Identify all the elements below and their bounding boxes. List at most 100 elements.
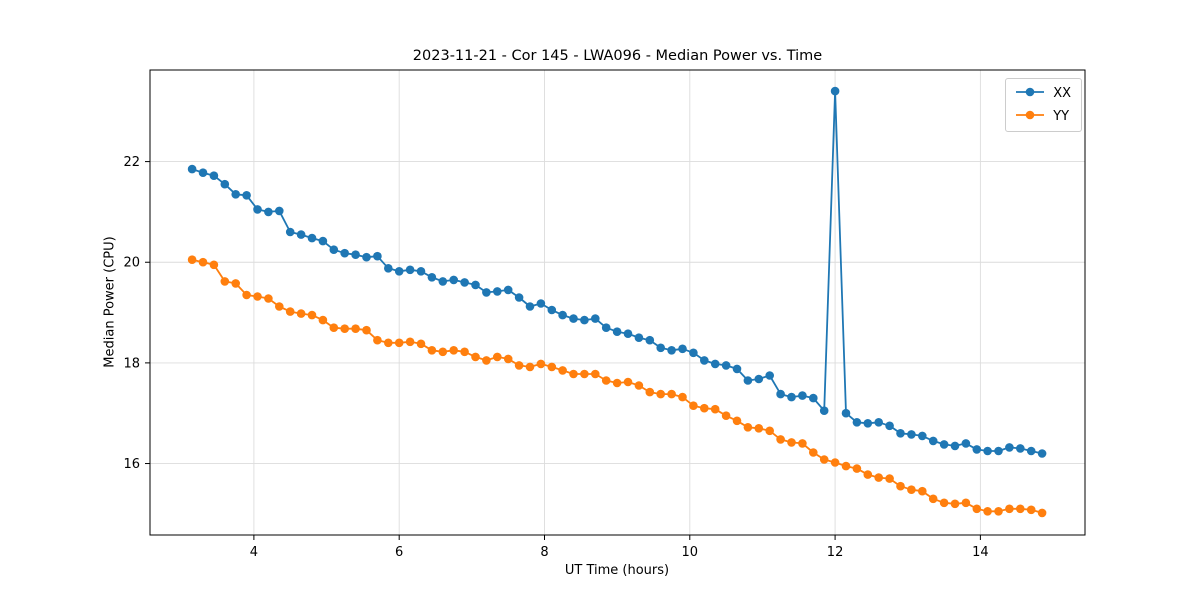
legend-label-yy: YY	[1053, 109, 1070, 124]
marker-xx	[809, 393, 818, 403]
marker-yy	[514, 361, 524, 370]
marker-yy	[253, 292, 262, 301]
marker-xx	[765, 371, 774, 380]
y-tick-label: 18	[123, 356, 140, 371]
marker-yy	[1026, 505, 1036, 515]
marker-xx	[667, 346, 676, 355]
y-tick-label: 16	[123, 457, 140, 472]
marker-yy	[601, 376, 611, 385]
marker-yy	[863, 470, 873, 479]
marker-yy	[896, 481, 905, 491]
marker-yy	[525, 362, 535, 372]
marker-yy	[427, 346, 437, 355]
marker-xx	[689, 348, 698, 358]
x-tick-label: 10	[682, 545, 699, 560]
marker-xx	[841, 408, 851, 418]
marker-xx	[362, 252, 371, 262]
marker-xx	[405, 265, 415, 275]
axes-frame	[149, 69, 1086, 536]
marker-yy	[351, 324, 360, 334]
legend-entry-xx: XX	[1014, 84, 1071, 103]
marker-yy	[961, 498, 971, 508]
marker-yy	[798, 439, 807, 448]
marker-yy	[841, 461, 851, 471]
marker-yy	[612, 378, 622, 388]
marker-xx	[656, 343, 665, 353]
marker-yy	[569, 369, 578, 379]
marker-yy	[645, 387, 655, 397]
marker-xx	[907, 430, 916, 439]
marker-yy	[591, 369, 600, 379]
marker-xx	[329, 245, 339, 254]
marker-xx	[612, 327, 622, 337]
x-tick-label: 4	[250, 545, 258, 560]
marker-yy	[732, 416, 742, 426]
marker-yy	[787, 438, 796, 447]
marker-xx	[493, 287, 502, 296]
marker-yy	[776, 435, 785, 444]
marker-xx	[994, 446, 1003, 456]
marker-yy	[362, 325, 371, 335]
marker-xx	[787, 392, 796, 402]
marker-yy	[667, 389, 676, 399]
marker-yy	[1037, 508, 1047, 518]
marker-yy	[972, 504, 982, 514]
marker-yy	[710, 404, 720, 414]
marker-xx	[275, 206, 284, 216]
marker-xx	[1016, 444, 1025, 453]
marker-xx	[1026, 446, 1036, 456]
marker-yy	[416, 339, 426, 349]
marker-yy	[220, 277, 230, 286]
marker-yy	[405, 337, 415, 347]
marker-xx	[427, 273, 437, 282]
y-axis-label: Median Power (CPU)	[102, 236, 118, 368]
marker-xx	[209, 171, 219, 180]
marker-xx	[384, 264, 393, 273]
marker-yy	[983, 507, 992, 516]
marker-xx	[1037, 449, 1047, 458]
marker-yy	[296, 309, 306, 318]
marker-yy	[558, 366, 567, 375]
marker-yy	[721, 411, 731, 421]
marker-xx	[307, 233, 317, 243]
marker-yy	[874, 473, 883, 482]
marker-yy	[765, 426, 774, 436]
legend-line-marker-yy	[1014, 107, 1046, 126]
x-tick-label: 12	[827, 545, 844, 560]
marker-yy	[852, 464, 862, 473]
marker-yy	[318, 315, 328, 325]
x-tick-label: 14	[972, 545, 989, 560]
marker-yy	[754, 424, 764, 433]
marker-xx	[591, 314, 600, 323]
marker-yy	[580, 369, 589, 379]
marker-xx	[373, 251, 382, 261]
marker-xx	[754, 374, 764, 384]
marker-xx	[623, 329, 633, 339]
marker-xx	[471, 280, 480, 290]
marker-yy	[438, 347, 448, 357]
x-tick-label: 8	[540, 545, 548, 560]
marker-yy	[885, 474, 894, 483]
legend-label-xx: XX	[1053, 86, 1071, 101]
marker-xx	[318, 236, 328, 246]
marker-xx	[187, 164, 197, 174]
marker-yy	[482, 356, 491, 365]
marker-yy	[1005, 504, 1014, 514]
marker-yy	[656, 389, 665, 399]
chart-title: 2023-11-21 - Cor 145 - LWA096 - Median P…	[412, 48, 823, 64]
marker-xx	[503, 285, 513, 295]
marker-xx	[253, 205, 262, 214]
marker-yy	[907, 485, 916, 495]
marker-yy	[689, 401, 698, 411]
marker-xx	[634, 333, 644, 343]
marker-xx	[242, 191, 251, 200]
marker-xx	[525, 302, 535, 311]
marker-xx	[743, 376, 753, 385]
marker-xx	[678, 344, 687, 354]
marker-xx	[1005, 443, 1014, 452]
marker-yy	[819, 455, 829, 464]
marker-xx	[928, 436, 938, 446]
marker-yy	[198, 257, 208, 267]
marker-xx	[852, 418, 862, 427]
